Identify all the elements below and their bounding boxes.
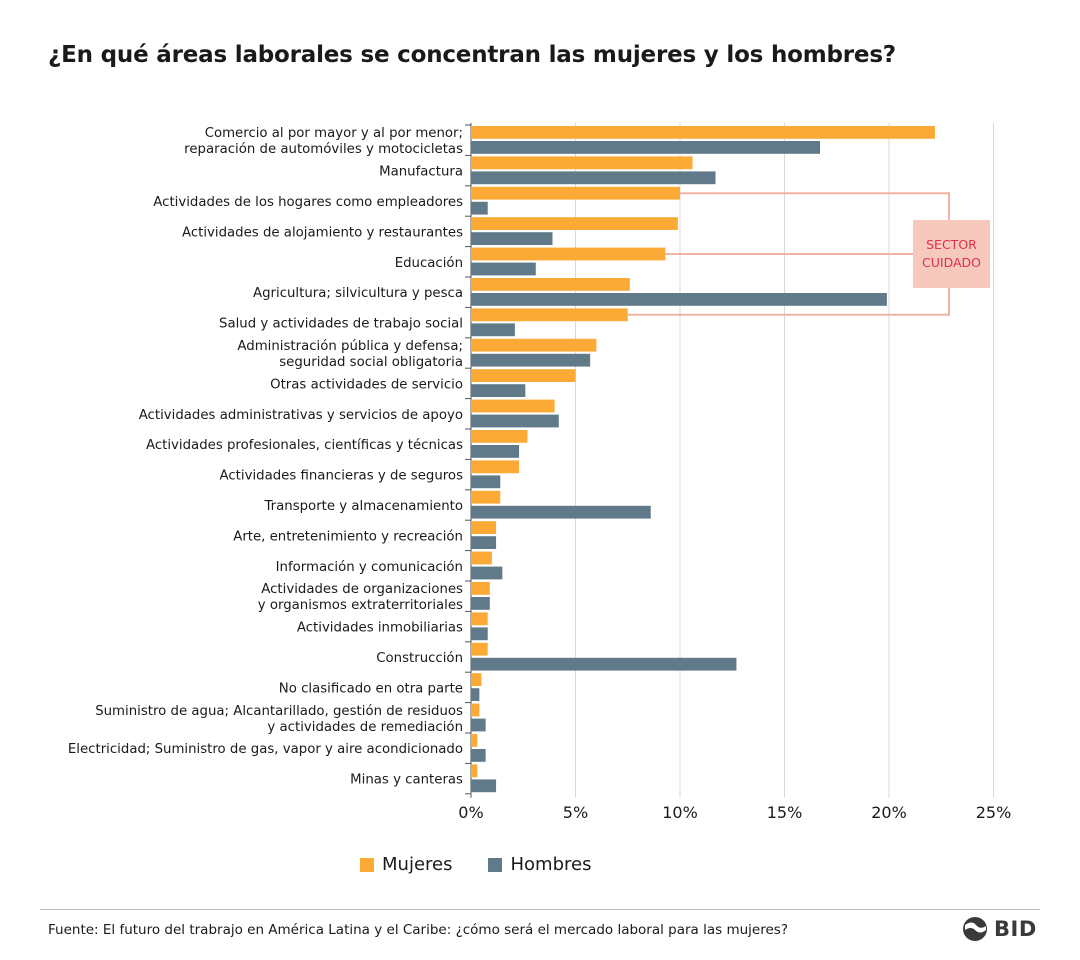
category-label: Actividades de organizaciones — [261, 582, 463, 597]
bar-mujeres — [471, 734, 478, 747]
bar-mujeres — [471, 764, 478, 778]
category-label: seguridad social obligatoria — [279, 355, 463, 370]
bar-hombres — [471, 323, 515, 337]
legend-label-hombres: Hombres — [510, 854, 592, 875]
x-tick-label: 20% — [871, 803, 907, 822]
bar-hombres — [471, 566, 503, 580]
bar-hombres — [471, 779, 497, 793]
bar-hombres — [471, 414, 559, 428]
bar-hombres — [471, 536, 497, 549]
category-label: Actividades inmobiliarias — [297, 621, 463, 636]
bid-logo: BID — [960, 916, 1037, 942]
category-label: Salud y actividades de trabajo social — [219, 317, 463, 332]
legend: Mujeres Hombres — [360, 854, 591, 875]
category-label: Transporte y almacenamiento — [263, 499, 463, 514]
bid-logo-icon — [963, 917, 987, 941]
category-label: reparación de automóviles y motocicletas — [184, 141, 463, 157]
x-tick-label: 10% — [662, 803, 698, 822]
bar-hombres — [471, 657, 737, 671]
category-label: Administración pública y defensa; — [237, 338, 463, 354]
bar-hombres — [471, 262, 536, 276]
bar-mujeres — [471, 278, 630, 291]
bar-hombres — [471, 293, 887, 306]
category-label: Construcción — [376, 650, 463, 666]
x-tick-label: 15% — [767, 803, 803, 822]
bar-mujeres — [471, 156, 693, 170]
bar-mujeres — [471, 399, 555, 413]
legend-swatch-hombres — [488, 857, 503, 872]
bar-hombres — [471, 384, 526, 397]
category-label: Arte, entretenimiento y recreación — [233, 528, 463, 544]
category-label: Agricultura; silvicultura y pesca — [253, 286, 463, 301]
category-label: Electricidad; Suministro de gas, vapor y… — [68, 742, 463, 757]
category-label: Actividades profesionales, científicas y… — [146, 437, 463, 453]
bar-mujeres — [471, 673, 482, 686]
bar-hombres — [471, 627, 488, 641]
sector-label-box — [913, 220, 990, 288]
bar-mujeres — [471, 217, 678, 230]
bar-mujeres — [471, 369, 576, 382]
bar-mujeres — [471, 490, 501, 504]
legend-swatch-mujeres — [360, 857, 374, 872]
category-label: Manufactura — [379, 165, 463, 180]
category-label: Información y comunicación — [276, 559, 463, 575]
bar-hombres — [471, 688, 480, 701]
x-tick-label: 0% — [458, 803, 483, 822]
bar-mujeres — [471, 582, 490, 595]
bar-mujeres — [471, 430, 528, 443]
sector-label-text: CUIDADO — [922, 255, 981, 270]
footer-divider — [40, 909, 1040, 910]
bar-hombres — [471, 718, 486, 732]
bar-mujeres — [471, 126, 935, 139]
category-label: Actividades financieras y de seguros — [220, 469, 464, 484]
category-label: Otras actividades de servicio — [270, 377, 463, 392]
bar-hombres — [471, 597, 490, 610]
bar-mujeres — [471, 460, 520, 474]
bar-mujeres — [471, 308, 628, 322]
bar-mujeres — [471, 247, 666, 261]
bar-mujeres — [471, 703, 480, 717]
category-label: y actividades de remediación — [267, 719, 463, 735]
chart-title: ¿En qué áreas laborales se concentran la… — [48, 42, 896, 68]
x-tick-label: 25% — [976, 803, 1012, 822]
bar-mujeres — [471, 612, 488, 626]
sector-label-text: SECTOR — [926, 237, 977, 252]
legend-label-mujeres: Mujeres — [382, 854, 453, 875]
category-label: No clasificado en otra parte — [279, 681, 463, 696]
category-label: Suministro de agua; Alcantarillado, gest… — [95, 703, 463, 719]
source-note: Fuente: El futuro del trabrajo en Améric… — [48, 922, 788, 938]
bar-hombres — [471, 475, 501, 489]
bid-logo-text: BID — [994, 917, 1037, 941]
legend-item-hombres: Hombres — [488, 854, 591, 875]
bar-chart: 0% 5% 10% 15% 20% 25% SECTOR CUIDADO Comercio al… — [68, 123, 1012, 822]
bar-mujeres — [471, 521, 497, 534]
bar-hombres — [471, 232, 553, 245]
bar-hombres — [471, 201, 488, 215]
bar-mujeres — [471, 642, 488, 656]
bar-hombres — [471, 353, 591, 367]
bar-hombres — [471, 445, 520, 458]
x-tick-label: 5% — [563, 803, 588, 822]
category-label: Actividades de alojamiento y restaurante… — [182, 225, 463, 240]
bar-mujeres — [471, 551, 492, 565]
category-label: Educación — [395, 255, 463, 271]
category-label: Actividades administrativas y servicios … — [139, 408, 463, 423]
category-label: Comercio al por mayor y al por menor; — [205, 126, 463, 141]
category-label: Minas y canteras — [350, 773, 463, 788]
bar-hombres — [471, 141, 821, 154]
bar-hombres — [471, 171, 716, 185]
category-label: Actividades de los hogares como empleado… — [153, 195, 463, 210]
bar-hombres — [471, 749, 486, 762]
category-label: y organismos extraterritoriales — [258, 598, 463, 613]
bar-mujeres — [471, 186, 680, 200]
bar-mujeres — [471, 338, 597, 352]
legend-item-mujeres: Mujeres — [360, 854, 452, 875]
bar-hombres — [471, 505, 651, 519]
